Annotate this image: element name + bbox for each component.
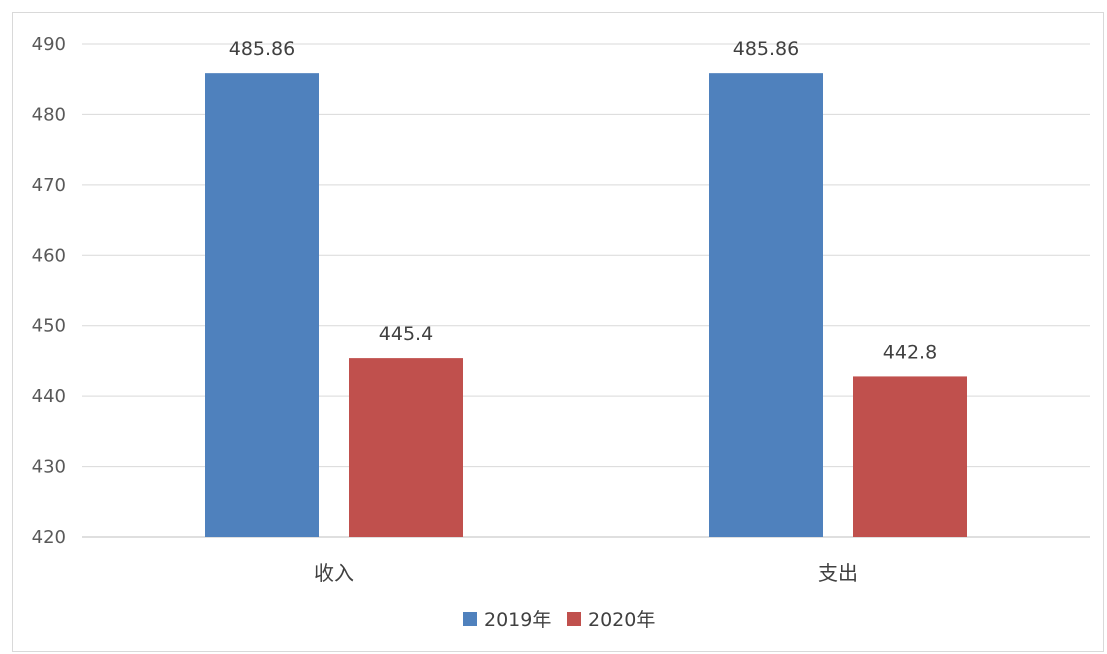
y-tick-label: 440 xyxy=(32,386,66,407)
x-category-label: 收入 xyxy=(314,561,354,585)
y-tick-label: 480 xyxy=(32,104,66,125)
bar-2019-expense xyxy=(709,73,823,538)
x-category-label: 支出 xyxy=(818,561,858,585)
y-tick-label: 470 xyxy=(32,175,66,196)
legend-swatch xyxy=(567,612,581,626)
y-tick-label: 430 xyxy=(32,457,66,478)
bar-2020-income xyxy=(349,358,463,537)
y-tick-label: 490 xyxy=(32,34,66,55)
legend-label: 2020年 xyxy=(588,609,655,631)
bar-2020-expense xyxy=(853,376,967,537)
y-tick-label: 460 xyxy=(32,245,66,266)
y-tick-label: 420 xyxy=(32,527,66,548)
chart-frame xyxy=(12,12,1104,652)
bar-2019-income xyxy=(205,73,319,538)
data-label: 485.86 xyxy=(229,38,295,60)
y-tick-label: 450 xyxy=(32,316,66,337)
data-label: 442.8 xyxy=(883,341,937,363)
legend-label: 2019年 xyxy=(484,609,551,631)
data-label: 445.4 xyxy=(379,323,433,345)
data-label: 485.86 xyxy=(733,38,799,60)
legend-swatch xyxy=(463,612,477,626)
